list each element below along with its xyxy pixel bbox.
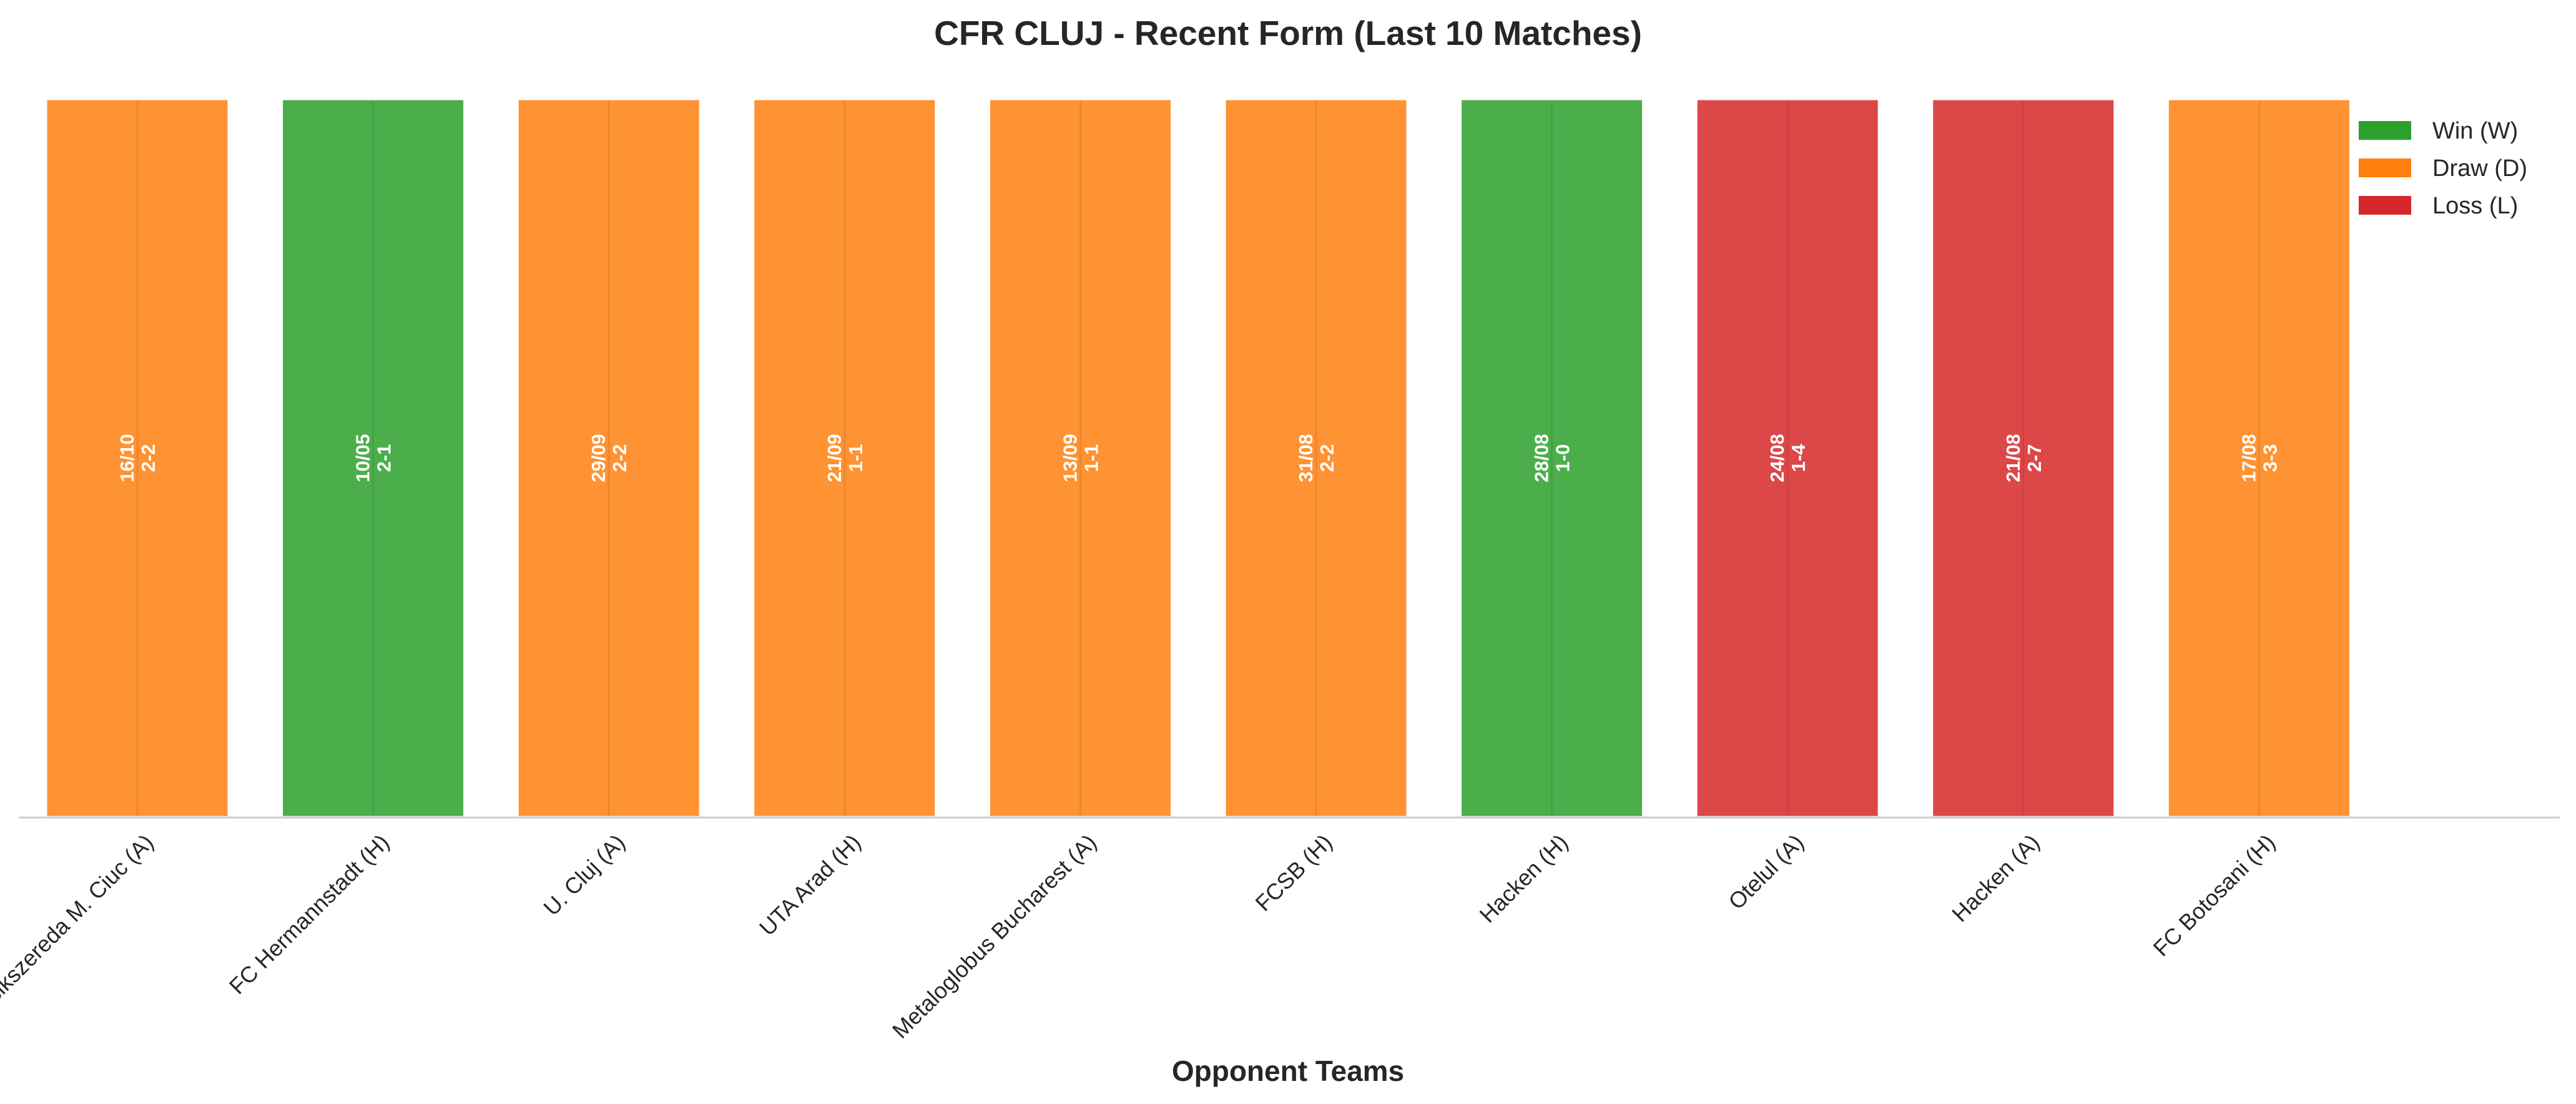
- bar-date-label: 10/05: [352, 434, 374, 482]
- bar-date-label: 28/08: [1531, 434, 1553, 482]
- bar-score-label: 2-2: [137, 444, 159, 472]
- bars-layer: [44, 97, 2352, 819]
- bar-3: [515, 97, 702, 819]
- x-tick-label-8: Otelul (A): [1723, 829, 1809, 915]
- bar-2: [280, 97, 467, 819]
- bar-label-2: 10/052-1: [352, 434, 395, 482]
- bar-label-8: 24/081-4: [1766, 434, 1809, 482]
- x-axis-label: Opponent Teams: [1172, 1055, 1404, 1087]
- bar-label-1: 16/102-2: [116, 434, 159, 482]
- legend-label-d: Draw (D): [2432, 155, 2527, 182]
- bar-score-label: 1-1: [845, 444, 867, 472]
- bar-date-label: 21/08: [2002, 434, 2024, 482]
- bar-label-10: 17/083-3: [2238, 434, 2281, 482]
- x-tick-label-4: UTA Arad (H): [754, 829, 865, 940]
- bar-label-3: 29/092-2: [587, 434, 631, 482]
- x-tick-label-10: FC Botosani (H): [2148, 829, 2280, 961]
- bar-score-label: 2-7: [2023, 444, 2045, 472]
- bar-5: [986, 97, 1174, 819]
- bar-date-label: 31/08: [1295, 434, 1317, 482]
- x-tick-label-3: U. Cluj (A): [538, 829, 629, 921]
- bar-labels-layer: 16/102-2 10/052-1 29/092-2 21/091-1 13/091-1…: [116, 434, 2281, 482]
- bar-6: [1222, 97, 1410, 819]
- bar-date-label: 13/09: [1059, 434, 1081, 482]
- bar-1: [44, 97, 231, 819]
- bar-date-label: 24/08: [1766, 434, 1788, 482]
- bar-4: [751, 97, 938, 819]
- bar-label-7: 28/081-0: [1531, 434, 1574, 482]
- bar-score-label: 2-2: [1316, 444, 1338, 472]
- x-tick-label-5: Metaloglobus Bucharest (A): [887, 829, 1101, 1043]
- x-tick-label-6: FCSB (H): [1250, 829, 1337, 916]
- legend-swatch-d: [2359, 159, 2411, 177]
- bar-date-label: 21/09: [823, 434, 845, 482]
- bar-label-4: 21/091-1: [823, 434, 867, 482]
- bar-7: [1458, 97, 1646, 819]
- bar-label-6: 31/082-2: [1295, 434, 1338, 482]
- bar-label-9: 21/082-7: [2002, 434, 2045, 482]
- bar-date-label: 17/08: [2238, 434, 2259, 482]
- legend-label-l: Loss (L): [2432, 193, 2518, 219]
- bar-date-label: 16/10: [116, 434, 138, 482]
- bar-score-label: 1-1: [1080, 444, 1102, 472]
- x-tick-label-2: FC Hermannstadt (H): [224, 829, 394, 999]
- legend-swatch-l: [2359, 196, 2411, 215]
- bar-score-label: 2-1: [373, 444, 395, 472]
- legend-label-w: Win (W): [2432, 118, 2518, 144]
- bar-score-label: 3-3: [2259, 444, 2281, 472]
- bar-10: [2165, 97, 2352, 819]
- bar-8: [1694, 97, 1881, 819]
- bar-date-label: 29/09: [587, 434, 609, 482]
- bar-label-5: 13/091-1: [1059, 434, 1102, 482]
- bar-score-label: 1-0: [1552, 444, 1574, 472]
- bar-score-label: 2-2: [609, 444, 631, 472]
- x-tick-label-1: Csikszereda M. Ciuc (A): [0, 829, 159, 1019]
- legend-swatch-w: [2359, 121, 2411, 140]
- legend: Win (W) Draw (D) Loss (L): [2359, 118, 2527, 219]
- x-tick-label-9: Hacken (A): [1947, 829, 2044, 927]
- chart-title: CFR CLUJ - Recent Form (Last 10 Matches): [934, 14, 1642, 52]
- x-tick-labels: Csikszereda M. Ciuc (A) FC Hermannstadt (…: [0, 829, 2280, 1043]
- x-tick-label-7: Hacken (H): [1475, 829, 1573, 928]
- bar-score-label: 1-4: [1787, 444, 1809, 472]
